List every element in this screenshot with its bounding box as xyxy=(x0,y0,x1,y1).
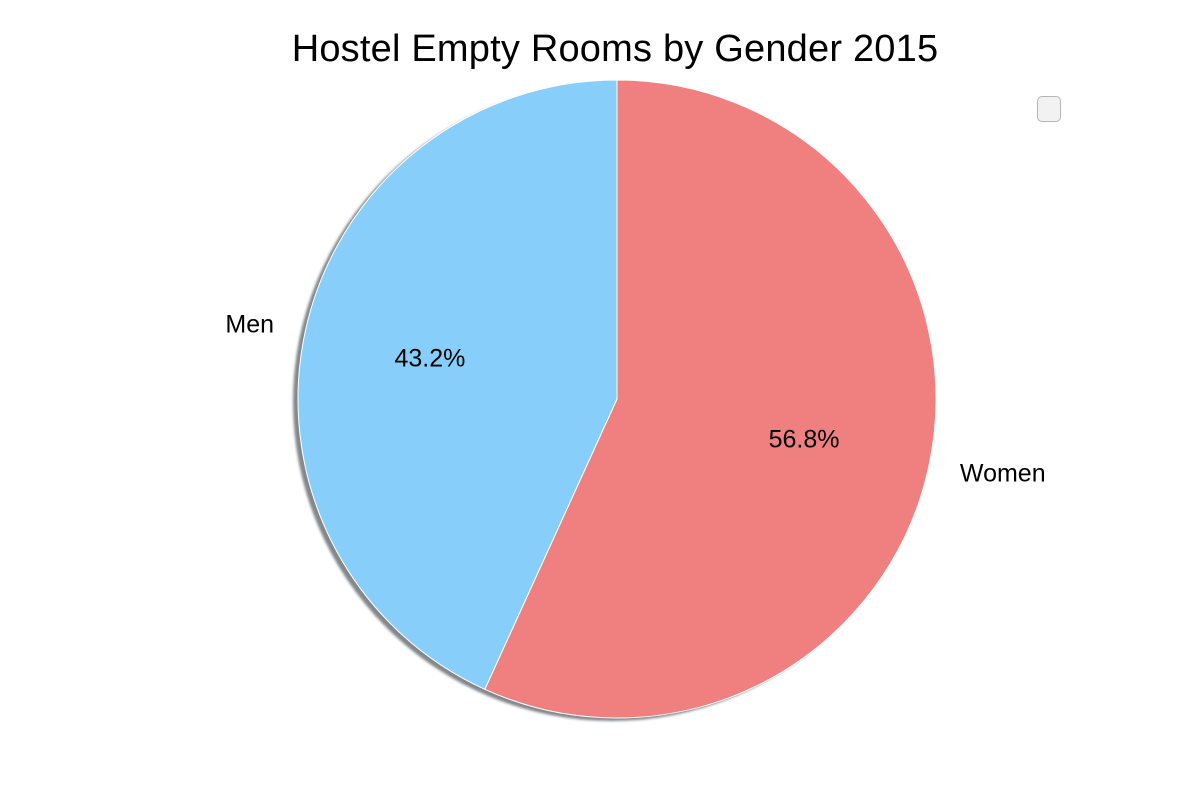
pie-category-label-men: Men xyxy=(225,311,274,339)
chart-title: Hostel Empty Rooms by Gender 2015 xyxy=(291,28,939,70)
pie-labels: 56.8% Women 43.2% Men xyxy=(225,311,1045,488)
pie-slice-men xyxy=(297,79,618,690)
pie-pct-label-men: 43.2% xyxy=(395,344,466,372)
pie-pct-label-women: 56.8% xyxy=(769,426,840,454)
pie-slice-women xyxy=(484,79,937,719)
pie-category-label-women: Women xyxy=(960,459,1046,487)
pie-slices xyxy=(297,79,937,719)
legend-box xyxy=(1037,96,1061,122)
